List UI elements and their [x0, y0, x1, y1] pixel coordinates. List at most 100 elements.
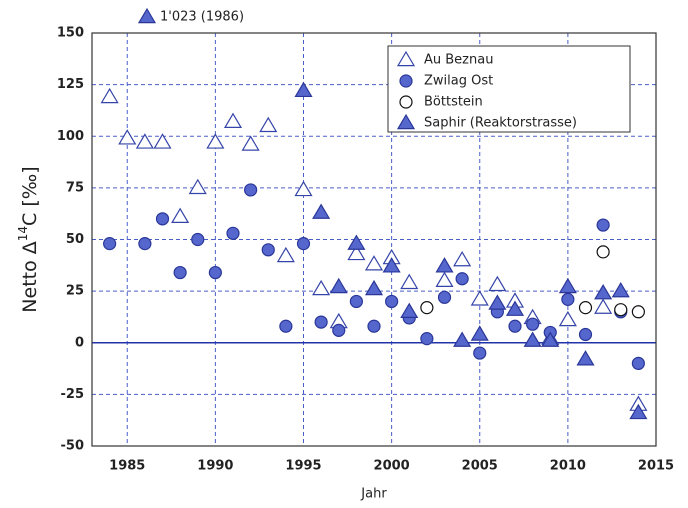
marker	[294, 180, 313, 197]
y-tick-label: 25	[66, 284, 84, 299]
marker	[208, 265, 222, 280]
marker	[526, 317, 540, 331]
marker	[614, 303, 628, 317]
legend-marker	[396, 50, 416, 67]
marker	[296, 237, 311, 251]
marker	[188, 178, 207, 195]
marker	[488, 275, 507, 292]
marker	[135, 133, 154, 149]
marker	[312, 279, 331, 296]
legend-marker	[399, 95, 413, 109]
marker	[594, 284, 613, 300]
marker	[631, 356, 645, 370]
marker	[332, 323, 346, 337]
marker	[488, 294, 507, 310]
marker	[455, 272, 469, 286]
y-tick-label: 0	[75, 335, 84, 350]
x-axis-label: Jahr	[360, 487, 387, 502]
marker	[155, 212, 170, 226]
marker	[118, 129, 137, 145]
x-tick-label: 2005	[462, 459, 498, 474]
marker	[611, 281, 630, 298]
marker	[541, 331, 560, 347]
legend-marker	[396, 113, 416, 130]
marker	[364, 255, 384, 271]
marker	[594, 298, 613, 314]
marker	[578, 301, 593, 315]
marker	[578, 327, 593, 342]
y-axis-label: Netto Δ14C [‰]	[16, 166, 41, 312]
legend-label: Zwilag Ost	[424, 74, 493, 89]
marker	[261, 243, 275, 257]
annotation-marker	[137, 7, 157, 24]
legend-label: Au Beznau	[424, 53, 493, 68]
marker	[244, 183, 258, 197]
marker	[453, 331, 472, 347]
marker	[437, 290, 452, 304]
legend-label: Böttstein	[424, 95, 483, 110]
marker	[596, 245, 610, 259]
marker	[173, 265, 187, 280]
marker	[473, 346, 487, 360]
marker	[420, 332, 434, 346]
marker	[206, 133, 225, 149]
marker	[294, 81, 313, 98]
marker	[435, 257, 454, 273]
plot-frame	[91, 32, 657, 447]
legend-box	[387, 45, 631, 133]
marker	[420, 301, 434, 315]
marker	[631, 305, 645, 319]
marker	[191, 232, 205, 247]
marker	[329, 277, 348, 294]
marker	[470, 325, 489, 341]
marker	[103, 237, 117, 251]
marker	[347, 234, 366, 250]
marker	[367, 319, 381, 333]
marker	[470, 290, 489, 306]
legend-label: Saphir (Reaktorstrasse)	[424, 116, 577, 131]
marker	[453, 250, 472, 267]
y-axis-label-sup: 14	[16, 226, 30, 241]
marker	[523, 331, 542, 347]
marker	[558, 310, 577, 327]
marker	[400, 302, 419, 318]
marker	[385, 294, 399, 309]
annotation: 1'023 (1986)	[160, 10, 244, 25]
x-tick-label: 1990	[197, 459, 233, 474]
marker	[400, 273, 419, 290]
legend-marker	[399, 74, 413, 88]
x-tick-label: 2000	[374, 459, 410, 474]
marker	[259, 116, 278, 133]
y-tick-label: -50	[61, 439, 85, 454]
y-axis-label-part: Netto Δ	[19, 241, 41, 312]
marker	[505, 300, 525, 316]
marker	[241, 135, 260, 151]
y-tick-label: 100	[57, 129, 84, 144]
marker	[276, 246, 295, 263]
y-tick-label: -25	[61, 387, 85, 402]
marker	[153, 133, 172, 149]
marker	[435, 271, 454, 287]
marker	[364, 279, 384, 296]
marker	[629, 403, 648, 420]
marker	[100, 87, 119, 104]
y-tick-label: 150	[57, 26, 84, 41]
marker	[347, 244, 366, 261]
marker	[223, 112, 243, 128]
marker	[226, 226, 240, 240]
marker	[138, 237, 152, 251]
y-axis-label-part: C [‰]	[19, 166, 41, 226]
x-tick-label: 2015	[638, 459, 674, 474]
x-tick-label: 2010	[550, 459, 586, 474]
marker	[558, 277, 577, 294]
marker	[312, 203, 331, 219]
marker	[171, 207, 190, 223]
marker	[576, 350, 595, 366]
y-tick-label: 125	[57, 77, 84, 92]
marker	[561, 292, 575, 306]
y-tick-label: 75	[66, 180, 84, 195]
marker	[314, 315, 328, 329]
x-tick-label: 1995	[285, 459, 321, 474]
y-tick-label: 50	[66, 232, 84, 247]
